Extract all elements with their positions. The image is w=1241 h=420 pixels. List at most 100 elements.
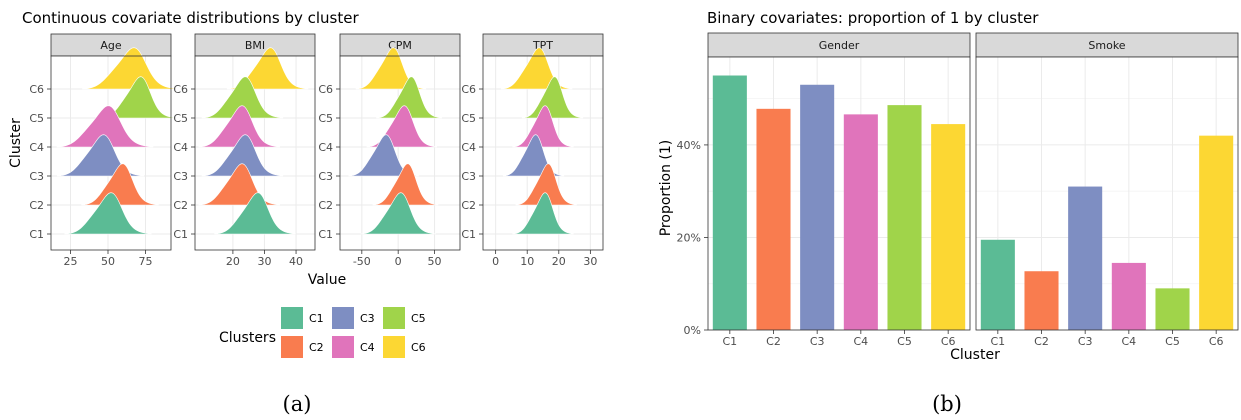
x-tick-label: 10 <box>520 255 534 268</box>
ridge-cpm-c5 <box>376 76 442 119</box>
x-tick-label: C5 <box>897 335 912 348</box>
ridgeline-y-axis-label: Cluster <box>8 118 24 168</box>
facet-strip-label: BMI <box>245 39 265 52</box>
x-tick-label: C4 <box>1121 335 1136 348</box>
panel-border <box>194 55 316 251</box>
y-tick-label: C2 <box>318 199 333 212</box>
bar-gender-c3 <box>800 84 835 330</box>
x-tick-label: 30 <box>583 255 597 268</box>
bar-smoke-c6 <box>1199 135 1234 330</box>
legend-label-c1: C1 <box>309 312 324 325</box>
y-tick-label: C1 <box>29 228 44 241</box>
facet-strip-label: Smoke <box>1088 39 1125 52</box>
x-tick-label: C5 <box>1165 335 1180 348</box>
facet-strip <box>707 32 971 58</box>
y-tick-label: C2 <box>173 199 188 212</box>
bar-gender-c5 <box>887 105 922 330</box>
bar-gender-c2 <box>756 108 791 330</box>
legend-label-c5: C5 <box>411 312 426 325</box>
x-tick-label: C3 <box>1078 335 1093 348</box>
bar-gender-c4 <box>843 114 878 330</box>
ridge-bmi-c3 <box>201 134 284 177</box>
ridge-tpt-c5 <box>521 76 584 119</box>
ridge-age-c1 <box>64 192 152 235</box>
x-tick-label: -50 <box>353 255 371 268</box>
y-tick-label: C3 <box>461 170 476 183</box>
panel-border <box>339 55 461 251</box>
x-tick-label: 0 <box>395 255 402 268</box>
bar-smoke-c4 <box>1111 262 1146 330</box>
ridge-age-c6 <box>82 47 179 90</box>
x-tick-label: C1 <box>990 335 1005 348</box>
x-tick-label: C4 <box>853 335 868 348</box>
y-tick-label: C5 <box>318 112 333 125</box>
legend-key-c6 <box>383 336 405 358</box>
y-tick-label: C2 <box>461 199 476 212</box>
y-tick-label: 0% <box>684 324 701 337</box>
facet-strip <box>975 32 1239 58</box>
y-tick-label: 20% <box>677 231 701 244</box>
x-tick-label: C6 <box>1209 335 1224 348</box>
bar-gender-c1 <box>712 75 747 330</box>
legend-key-c1 <box>281 307 303 329</box>
ridge-cpm-c2 <box>372 163 439 206</box>
ridge-tpt-c2 <box>515 163 577 206</box>
legend-key-c2 <box>281 336 303 358</box>
legend-key-c3 <box>332 307 354 329</box>
legend-label-c6: C6 <box>411 341 426 354</box>
legend-title: Clusters <box>219 330 276 346</box>
y-tick-label: C4 <box>29 141 44 154</box>
y-tick-label: C3 <box>318 170 333 183</box>
x-tick-label: 30 <box>257 255 271 268</box>
bar-facet-gender: Gender C1 C2 C3 C4 C5 C6 0% 20% 40% <box>677 32 971 348</box>
bar-x-axis-label: Cluster <box>950 347 1000 363</box>
x-tick-label: 0 <box>492 255 499 268</box>
bar-smoke-c2 <box>1024 271 1059 330</box>
x-tick-label: C2 <box>1034 335 1049 348</box>
panel-border <box>975 56 1239 331</box>
ridge-cpm-c1 <box>360 192 436 235</box>
y-tick-label: C5 <box>29 112 44 125</box>
y-tick-label: 40% <box>677 139 701 152</box>
y-tick-label: C6 <box>173 83 188 96</box>
legend-label-c4: C4 <box>360 341 375 354</box>
left-chart-title: Continuous covariate distributions by cl… <box>22 9 359 27</box>
legend: Clusters C1 C3 C5 C2 C4 C6 <box>219 307 426 358</box>
y-tick-label: C2 <box>29 199 44 212</box>
y-tick-label: C6 <box>29 83 44 96</box>
ridgeline-x-axis-label: Value <box>308 272 346 288</box>
x-tick-label: C2 <box>766 335 781 348</box>
ridge-age-c2 <box>81 163 159 206</box>
ridge-bmi-c5 <box>201 76 284 119</box>
y-tick-label: C3 <box>173 170 188 183</box>
y-tick-label: C1 <box>318 228 333 241</box>
facet-strip-label: Gender <box>819 39 860 52</box>
ridge-tpt-c1 <box>512 192 574 235</box>
legend-key-c4 <box>332 336 354 358</box>
right-chart-title: Binary covariates: proportion of 1 by cl… <box>707 9 1039 27</box>
panel-background <box>708 57 970 330</box>
legend-label-c2: C2 <box>309 341 324 354</box>
bar-smoke-c5 <box>1155 288 1190 330</box>
y-tick-label: C4 <box>461 141 476 154</box>
y-tick-label: C3 <box>29 170 44 183</box>
y-tick-label: C6 <box>318 83 333 96</box>
y-tick-label: C4 <box>173 141 188 154</box>
y-tick-label: C1 <box>461 228 476 241</box>
panel-border <box>707 56 971 331</box>
x-tick-label: 20 <box>226 255 240 268</box>
x-tick-label: 50 <box>101 255 115 268</box>
ridge-age-c4 <box>56 105 154 148</box>
panel-border <box>482 55 604 251</box>
ridge-bmi-c4 <box>198 105 280 148</box>
ridgeline-facet-age: Age 25 50 75 C1 C2 C3 C4 C5 C6 <box>29 33 179 268</box>
facet-strip-label: Age <box>100 39 122 52</box>
x-tick-label: 50 <box>428 255 442 268</box>
x-tick-label: 40 <box>289 255 303 268</box>
legend-key-c5 <box>383 307 405 329</box>
panel-border <box>50 55 172 251</box>
bar-gender-c6 <box>931 124 966 330</box>
